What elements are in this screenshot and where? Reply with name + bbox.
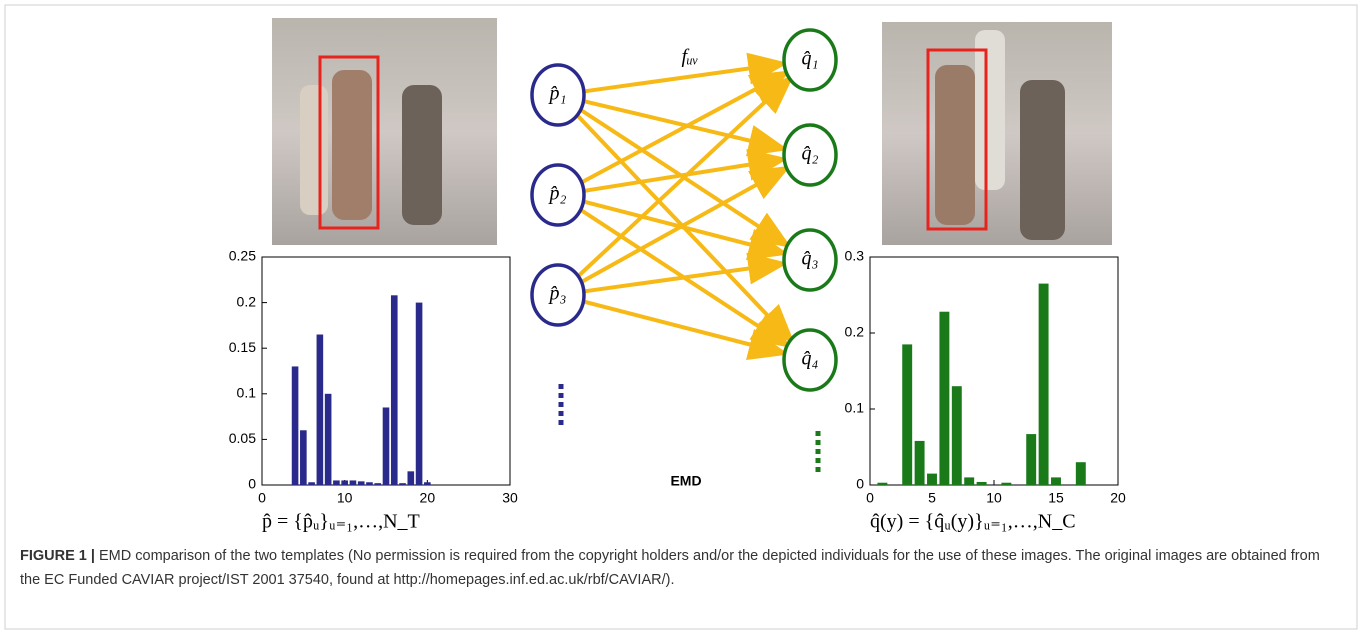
bar — [952, 386, 962, 485]
bar — [374, 483, 381, 485]
x-tick-label: 15 — [1048, 490, 1064, 506]
edge-arrow — [584, 64, 784, 92]
node-label: q̂₂ — [802, 143, 819, 165]
caption-label: FIGURE 1 | — [20, 548, 95, 564]
bar — [1039, 284, 1049, 485]
bar — [977, 482, 987, 485]
y-tick-label: 0.1 — [237, 385, 257, 401]
bar — [333, 480, 340, 485]
bar — [350, 480, 357, 485]
node-label: p̂₂ — [548, 183, 567, 205]
bar — [927, 474, 937, 485]
figure: fᵤᵥ EMD p̂₁ p̂₂ p̂₃ q̂₁ q̂₂ q̂₃ q̂₄ 0 0.05 0.1 0.1… — [0, 0, 1362, 635]
y-tick-label: 0.2 — [845, 324, 865, 340]
node-label: p̂₁ — [548, 83, 567, 105]
y-tick-label: 0.05 — [229, 430, 256, 446]
caption-text: EMD comparison of the two templates (No … — [20, 548, 1320, 588]
bar — [308, 482, 315, 485]
x-tick-label: 10 — [337, 490, 353, 506]
caption: FIGURE 1 | EMD comparison of the two tem… — [20, 544, 1342, 592]
x-axis-label: p̂ = {p̂ᵤ}ᵤ₌₁,…,N_T — [262, 511, 420, 533]
bar — [325, 394, 332, 485]
y-tick-label: 0.1 — [845, 400, 865, 416]
bar — [341, 480, 348, 485]
x-tick-label: 0 — [258, 490, 266, 506]
right-photo — [882, 22, 1112, 245]
bar — [383, 407, 390, 485]
bar — [391, 295, 398, 485]
y-tick-label: 0.2 — [237, 293, 257, 309]
bar — [902, 344, 912, 485]
page: {"chart_data": [ {"type": "bar", "x": [4… — [0, 0, 1362, 635]
y-tick-label: 0 — [856, 476, 864, 492]
x-tick-label: 20 — [420, 490, 436, 506]
y-tick-label: 0.3 — [845, 248, 865, 264]
node-label: q̂₁ — [802, 48, 819, 70]
bar — [964, 477, 974, 485]
bar — [915, 441, 925, 485]
bar — [358, 481, 365, 485]
edge-arrow — [584, 264, 784, 292]
y-tick-label: 0 — [248, 476, 256, 492]
emd-label: EMD — [670, 473, 701, 489]
bar — [1051, 477, 1061, 485]
bar — [317, 335, 324, 485]
edge-label: fᵤᵥ — [681, 46, 698, 68]
bar — [416, 303, 423, 485]
bar — [424, 482, 431, 485]
bar — [939, 312, 949, 485]
bar — [292, 366, 299, 485]
edge-arrow — [583, 101, 784, 149]
bar — [1026, 434, 1036, 485]
x-tick-label: 0 — [866, 490, 874, 506]
node-label: q̂₄ — [802, 348, 819, 370]
bar — [1076, 462, 1086, 485]
y-tick-label: 0.15 — [229, 339, 256, 355]
bar — [407, 471, 414, 485]
bar — [300, 430, 307, 485]
x-tick-label: 10 — [986, 490, 1002, 506]
node-label: p̂₃ — [548, 283, 567, 305]
edge-arrow — [583, 301, 785, 353]
x-tick-label: 20 — [1110, 490, 1126, 506]
bar — [877, 483, 887, 485]
x-tick-label: 30 — [502, 490, 518, 506]
bar — [1001, 483, 1011, 485]
x-axis-label: q̂(y) = {q̂ᵤ(y)}ᵤ₌₁,…,N_C — [870, 511, 1076, 533]
left-photo — [272, 18, 497, 245]
bar — [399, 483, 406, 485]
x-tick-label: 5 — [928, 490, 936, 506]
y-tick-label: 0.25 — [229, 248, 256, 264]
node-label: q̂₃ — [802, 248, 819, 270]
figure-border — [5, 5, 1357, 629]
bar — [366, 482, 373, 485]
